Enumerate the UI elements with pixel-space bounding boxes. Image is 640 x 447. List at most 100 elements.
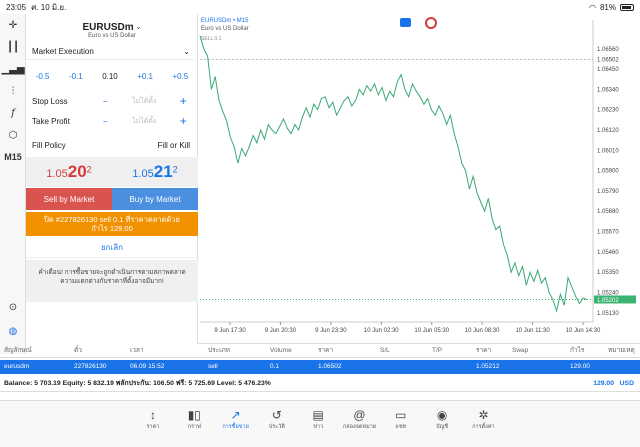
ask-price-sup: 2 — [172, 164, 178, 175]
nav-item[interactable]: ▤ ข่าว — [298, 407, 338, 431]
column-header[interactable]: ราคา — [318, 347, 334, 354]
shapes-icon[interactable]: ⬡ — [8, 129, 18, 141]
nav-label: แชท — [395, 424, 407, 430]
chart-toolbar: ✛ ┃┃ ▁▃▅ ⫶ f ⬡ M15 ⊙ ◍ — [0, 14, 26, 354]
table-cell: eurusdm — [4, 363, 30, 370]
balance-summary: Balance: 5 703.19 Equity: 5 832.19 พลักป… — [4, 380, 271, 387]
lot-plus-0.5-button[interactable]: +0.5 — [172, 71, 189, 81]
x-tick-label: 10 Jun 02:30 — [364, 328, 399, 334]
column-header[interactable]: กำไร — [570, 347, 585, 354]
take-profit-input[interactable]: ไม่ได้ตั้ง — [132, 117, 157, 125]
volume-input[interactable]: 0.10 — [102, 71, 118, 81]
column-header[interactable]: ประเภท — [208, 347, 230, 354]
nav-item[interactable]: @ กล่องจดหมาย — [340, 407, 380, 431]
lot-plus-0.1-button[interactable]: +0.1 — [137, 71, 153, 81]
nav-label: กล่องจดหมาย — [342, 424, 377, 430]
x-tick-label: 10 Jun 11:30 — [515, 328, 550, 334]
mailbox-icon: @ — [353, 408, 366, 422]
y-tick-label: 1.06560 — [597, 47, 619, 53]
nav-label: ราคา — [146, 424, 160, 430]
fill-policy-row[interactable]: Fill Policy Fill or Kill — [26, 136, 198, 154]
one-click-icon[interactable] — [400, 18, 411, 27]
y-tick-label: 1.05460 — [597, 250, 619, 256]
wifi-icon: ◠ — [589, 2, 596, 12]
function-icon[interactable]: f — [11, 107, 15, 119]
close-position-text: ปิด #227826130 sell 0.1 ที่ราคาตลาดด้วย — [44, 215, 180, 224]
y-tick-label: 1.06340 — [597, 87, 619, 93]
y-tick-label: 1.05240 — [597, 290, 619, 296]
candles-icon[interactable]: ┃┃ — [6, 41, 20, 53]
stop-loss-label: Stop Loss — [32, 96, 68, 106]
one-click-trading-icon[interactable]: ◍ — [8, 325, 18, 337]
column-header[interactable]: S/L — [380, 347, 390, 354]
history-icon: ↺ — [271, 408, 282, 422]
status-time: 23:05 — [6, 2, 27, 12]
column-header[interactable]: สัญลักษณ์ — [4, 347, 32, 354]
symbol-selector[interactable]: EURUSDm ⌄ Euro vs US Dollar — [26, 16, 198, 44]
lot-minus-0.1-button[interactable]: -0.1 — [68, 71, 83, 81]
stop-loss-row: Stop Loss − ไม่ได้ตั้ง + — [26, 92, 198, 110]
currency: USD — [619, 380, 634, 387]
cancel-button[interactable]: ยกเลิก — [26, 238, 198, 258]
take-profit-plus-button[interactable]: + — [179, 114, 187, 128]
bid-price-main: 1.05 — [46, 168, 68, 180]
lot-minus-0.5-button[interactable]: -0.5 — [35, 71, 50, 81]
nav-item[interactable]: ◉ บัญชี — [422, 407, 462, 431]
table-cell: 06.09 15:52 — [130, 363, 165, 370]
column-header[interactable]: ราคา — [476, 347, 492, 354]
take-profit-row: Take Profit − ไม่ได้ตั้ง + — [26, 112, 198, 130]
table-row[interactable]: eurusdm 227826130 06.09 15:52 sell 0.1 1.0650… — [0, 360, 640, 374]
nav-label: ข่าว — [313, 424, 324, 430]
ask-price-main: 1.05 — [132, 168, 154, 180]
nav-label: ประวัติ — [268, 424, 285, 430]
crosshair-icon[interactable]: ✛ — [8, 19, 18, 31]
y-tick-label: 1.05130 — [597, 311, 619, 317]
y-tick-label: 1.06010 — [597, 148, 619, 154]
status-time-date: 23:05 ศ. 10 มิ.ย. — [6, 1, 66, 14]
chart-search-icon[interactable]: ⊙ — [8, 301, 18, 313]
table-cell: 227826130 — [74, 363, 107, 370]
quotes-icon: ↕ — [150, 408, 156, 422]
close-position-button[interactable]: ปิด #227826130 sell 0.1 ที่ราคาตลาดด้วย … — [26, 212, 198, 236]
bid-price: 1.05202 — [26, 162, 112, 182]
column-header[interactable]: ตั๋ว — [74, 347, 82, 354]
sell-by-market-button[interactable]: Sell by Market — [26, 188, 112, 210]
nav-label: กราฟ — [187, 424, 201, 430]
nav-label: บัญชี — [436, 424, 449, 430]
column-header[interactable]: หมายเหตุ — [608, 347, 635, 354]
trade-levels-icon[interactable] — [425, 17, 437, 29]
stop-loss-minus-button[interactable]: − — [102, 96, 108, 106]
price-chart[interactable]: EURUSDm • M15 Euro vs US Dollar SELL 0.1… — [198, 14, 640, 344]
status-date: ศ. 10 มิ.ย. — [31, 2, 67, 12]
chart-icon: ▮▯ — [187, 408, 201, 422]
stop-loss-plus-button[interactable]: + — [179, 94, 187, 108]
column-header[interactable]: T/P — [432, 347, 443, 354]
y-tick-label: 1.06230 — [597, 108, 619, 114]
take-profit-minus-button[interactable]: − — [102, 116, 108, 126]
trade-buttons: Sell by Market Buy by Market — [26, 188, 198, 210]
nav-item[interactable]: ▭ แชท — [381, 407, 421, 431]
nav-item[interactable]: ↺ ประวัติ — [257, 407, 297, 431]
indicators-icon[interactable]: ▁▃▅ — [1, 63, 25, 75]
chart-header-icons — [400, 17, 437, 29]
order-panel: EURUSDm ⌄ Euro vs US Dollar Market Execu… — [26, 14, 198, 344]
chevron-down-icon: ⌄ — [135, 24, 142, 31]
timeframe-button[interactable]: M15 — [4, 152, 22, 162]
nav-item[interactable]: ▮▯ กราฟ — [174, 407, 214, 431]
nav-item[interactable]: ↗ การซื้อขาย — [216, 407, 256, 431]
nav-item[interactable]: ✲ การตั้งค่า — [463, 407, 503, 431]
column-header[interactable]: Swap — [512, 347, 529, 354]
column-header[interactable]: เวลา — [130, 347, 144, 354]
battery-icon — [620, 3, 634, 11]
symbol-description: Euro vs US Dollar — [88, 32, 136, 39]
chart-canvas[interactable]: EURUSDm • M15 Euro vs US Dollar SELL 0.1… — [198, 14, 640, 344]
battery-percent: 81% — [599, 2, 616, 12]
buy-by-market-button[interactable]: Buy by Market — [112, 188, 198, 210]
x-tick-label: 10 Jun 05:30 — [414, 328, 449, 334]
stop-loss-input[interactable]: ไม่ได้ตั้ง — [132, 97, 157, 105]
column-header[interactable]: Volume — [270, 347, 292, 354]
execution-type-select[interactable]: Market Execution ⌄ — [26, 44, 198, 60]
sliders-icon[interactable]: ⫶ — [11, 85, 15, 97]
nav-item[interactable]: ↕ ราคา — [133, 407, 173, 431]
sell-position-label: SELL 0.1 — [201, 36, 222, 42]
